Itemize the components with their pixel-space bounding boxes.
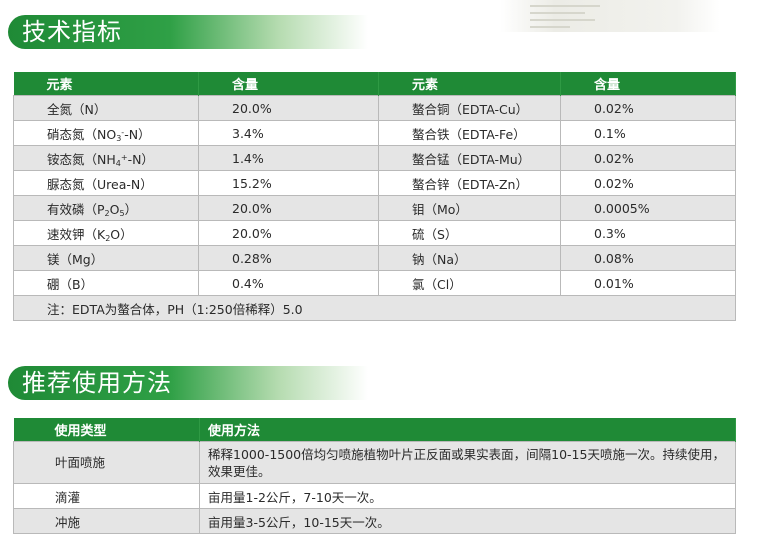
section-title-specs: 技术指标 [8, 15, 368, 49]
header-content: 含量 [198, 72, 379, 96]
header-element: 元素 [13, 72, 199, 96]
section-title-usage: 推荐使用方法 [8, 366, 368, 400]
table-note: 注：EDTA为螯合体，PH（1:250倍稀释）5.0 [13, 295, 736, 321]
element-name: 硝态氮（NO3--N） [13, 120, 199, 146]
header-element: 元素 [378, 72, 561, 96]
table-row: 有效磷（P2O5） 20.0% 钼（Mo） 0.0005% [13, 195, 736, 221]
usage-method: 稀释1000-1500倍均匀喷施植物叶片正反面或果实表面，间隔10-15天喷施一… [199, 441, 736, 484]
element-name: 螯合锰（EDTA-Mu） [378, 145, 561, 171]
element-value: 0.02% [560, 145, 736, 171]
element-name: 有效磷（P2O5） [13, 195, 199, 221]
element-name: 硼（B） [13, 270, 199, 296]
usage-type: 叶面喷施 [13, 441, 200, 484]
table-row: 全氮（N） 20.0% 螯合铜（EDTA-Cu） 0.02% [13, 95, 736, 121]
header-content: 含量 [560, 72, 736, 96]
usage-table: 使用类型 使用方法 叶面喷施 稀释1000-1500倍均匀喷施植物叶片正反面或果… [13, 418, 736, 534]
header-usage-method: 使用方法 [199, 418, 736, 442]
element-name: 全氮（N） [13, 95, 199, 121]
element-value: 0.02% [560, 170, 736, 196]
table-row: 速效钾（K2O） 20.0% 硫（S） 0.3% [13, 220, 736, 246]
element-name: 镁（Mg） [13, 245, 199, 271]
element-name: 螯合铜（EDTA-Cu） [378, 95, 561, 121]
element-value: 0.08% [560, 245, 736, 271]
header-usage-type: 使用类型 [13, 418, 200, 442]
table-row: 冲施 亩用量3-5公斤，10-15天一次。 [13, 508, 736, 534]
table-row: 硝态氮（NO3--N） 3.4% 螯合铁（EDTA-Fe） 0.1% [13, 120, 736, 146]
element-name: 螯合铁（EDTA-Fe） [378, 120, 561, 146]
table-row: 叶面喷施 稀释1000-1500倍均匀喷施植物叶片正反面或果实表面，间隔10-1… [13, 441, 736, 484]
spec-table-header: 元素 含量 元素 含量 [13, 72, 736, 96]
element-value: 0.01% [560, 270, 736, 296]
table-row: 铵态氮（NH4+-N） 1.4% 螯合锰（EDTA-Mu） 0.02% [13, 145, 736, 171]
table-row: 硼（B） 0.4% 氯（Cl） 0.01% [13, 270, 736, 296]
usage-type: 冲施 [13, 508, 200, 534]
table-row: 滴灌 亩用量1-2公斤，7-10天一次。 [13, 483, 736, 509]
table-row: 镁（Mg） 0.28% 钠（Na） 0.08% [13, 245, 736, 271]
element-value: 20.0% [198, 195, 379, 221]
element-value: 20.0% [198, 220, 379, 246]
element-name: 硫（S） [378, 220, 561, 246]
table-row: 脲态氮（Urea-N） 15.2% 螯合锌（EDTA-Zn） 0.02% [13, 170, 736, 196]
element-value: 15.2% [198, 170, 379, 196]
element-name: 铵态氮（NH4+-N） [13, 145, 199, 171]
element-value: 0.1% [560, 120, 736, 146]
product-image-fragment [500, 0, 720, 32]
element-value: 0.0005% [560, 195, 736, 221]
element-value: 0.4% [198, 270, 379, 296]
usage-type: 滴灌 [13, 483, 200, 509]
element-value: 3.4% [198, 120, 379, 146]
element-value: 0.3% [560, 220, 736, 246]
element-name: 钠（Na） [378, 245, 561, 271]
element-name: 螯合锌（EDTA-Zn） [378, 170, 561, 196]
element-value: 0.02% [560, 95, 736, 121]
element-name: 速效钾（K2O） [13, 220, 199, 246]
element-name: 钼（Mo） [378, 195, 561, 221]
usage-method: 亩用量3-5公斤，10-15天一次。 [199, 508, 736, 534]
spec-table: 元素 含量 元素 含量 全氮（N） 20.0% 螯合铜（EDTA-Cu） 0.0… [13, 72, 736, 321]
element-name: 氯（Cl） [378, 270, 561, 296]
table-note-row: 注：EDTA为螯合体，PH（1:250倍稀释）5.0 [13, 295, 736, 321]
element-name: 脲态氮（Urea-N） [13, 170, 199, 196]
element-value: 1.4% [198, 145, 379, 171]
usage-table-header: 使用类型 使用方法 [13, 418, 736, 442]
element-value: 0.28% [198, 245, 379, 271]
element-value: 20.0% [198, 95, 379, 121]
usage-method: 亩用量1-2公斤，7-10天一次。 [199, 483, 736, 509]
